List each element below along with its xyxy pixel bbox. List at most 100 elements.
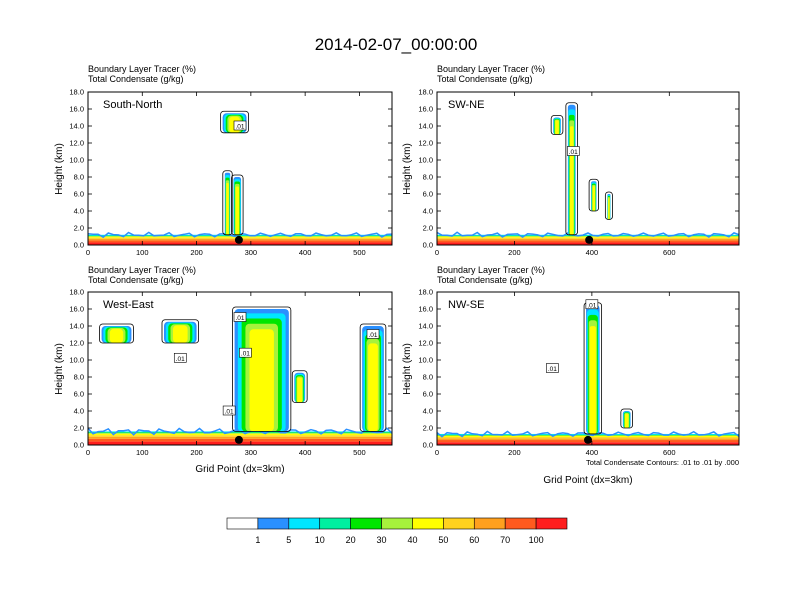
contour-label: .01: [176, 356, 185, 363]
plume-fill: [555, 120, 559, 135]
condensate-contour: [220, 110, 249, 134]
filled-contours: [437, 102, 739, 245]
y-tick-label: 8.0: [423, 373, 433, 382]
colorbar-label: 1: [255, 535, 260, 545]
y-tick-label: 12.0: [69, 339, 84, 348]
y-tick-label: 6.0: [423, 190, 433, 199]
contour-label: .01: [235, 315, 244, 322]
y-axis-label: Height (km): [54, 343, 65, 395]
contour-label: .01: [569, 149, 578, 156]
colorbar-label: 10: [315, 535, 325, 545]
x-tick-label: 200: [508, 248, 521, 257]
plume-fill: [297, 377, 303, 403]
colorbar-swatch: [319, 517, 351, 530]
colorbar: 1 5 10 20 30 40 50 60 70 100: [226, 517, 568, 545]
colorbar-label: 70: [500, 535, 510, 545]
contour-label-box: [173, 352, 187, 363]
panel-nw-se: Boundary Layer Tracer (%) Total Condensa…: [402, 265, 740, 486]
condensate-contour: [291, 370, 308, 403]
x-tick-label: 200: [190, 448, 203, 457]
location-marker: [584, 435, 592, 444]
y-tick-label: 14.0: [69, 322, 84, 331]
colorbar-label: 100: [529, 535, 544, 545]
filled-contours: [437, 302, 739, 445]
condensate-contour: [359, 323, 387, 432]
x-tick-label: 600: [663, 248, 676, 257]
y-tick-label: 16.0: [418, 305, 433, 314]
fill-label: Boundary Layer Tracer (%): [88, 265, 196, 275]
y-tick-label: 8.0: [74, 173, 84, 182]
boundary-layer-edge: [437, 430, 739, 438]
colorbar-swatch: [257, 517, 290, 530]
y-axis-label: Height (km): [402, 143, 413, 195]
line-label: Total Condensate (g/kg): [88, 74, 184, 84]
x-tick-label: 0: [86, 248, 90, 257]
contour-label-box: [546, 363, 559, 373]
colorbar-swatch: [473, 517, 506, 530]
line-label: Total Condensate (g/kg): [437, 74, 533, 84]
y-tick-label: 14.0: [418, 322, 433, 331]
contour-label: .01: [548, 366, 557, 373]
boundary-layer-band: [88, 432, 392, 434]
plot-frame: [87, 91, 393, 246]
location-marker: [234, 435, 243, 444]
x-tick-label: 500: [353, 248, 366, 257]
contour-label-box: [585, 299, 599, 310]
boundary-layer-band: [88, 435, 392, 437]
y-tick-label: 16.0: [69, 105, 84, 114]
x-tick-label: 0: [86, 448, 90, 457]
fill-label: Boundary Layer Tracer (%): [88, 64, 196, 74]
condensate-contour: [588, 178, 599, 212]
plot-area: .01 .01 0.0 2.0 4.0 6.0 8.0 10.0 12.0 14.0 16.0 18.…: [418, 288, 740, 457]
y-tick-label: 12.0: [69, 139, 84, 148]
y-tick-label: 18.0: [69, 88, 84, 97]
condensate-contour: [604, 191, 613, 220]
colorbar-swatch: [412, 517, 444, 530]
boundary-layer-band: [437, 435, 739, 436]
x-tick-label: 300: [245, 448, 258, 457]
plume-fill: [569, 126, 574, 235]
y-tick-label: 16.0: [69, 305, 84, 314]
y-tick-label: 4.0: [423, 407, 433, 416]
plot-area: .01 .01 .01 .01 .01 0.0 2.0 4.0 6.0 8.0 10.0 12.0 14…: [69, 288, 393, 457]
plume-fill: [249, 329, 274, 432]
colorbar-label: 40: [407, 535, 417, 545]
plume-fill: [589, 326, 596, 434]
x-tick-label: 100: [136, 248, 149, 257]
colorbar-label: 30: [377, 535, 387, 545]
panel-label: SW-NE: [448, 99, 484, 111]
plume-fill: [624, 413, 629, 428]
y-tick-label: 8.0: [74, 373, 84, 382]
filled-contours: [88, 110, 392, 245]
panel-west-east: Boundary Layer Tracer (%) Total Condensa…: [54, 265, 393, 475]
x-tick-label: 400: [299, 448, 312, 457]
x-tick-label: 500: [353, 448, 366, 457]
condensate-contour: [222, 170, 233, 236]
contour-label-box: [233, 120, 247, 131]
contour-label: .01: [241, 351, 250, 358]
y-tick-label: 0.0: [423, 441, 433, 450]
condensate-contour: [232, 306, 292, 432]
boundary-layer-edge: [437, 231, 739, 238]
y-tick-label: 6.0: [74, 190, 84, 199]
condensate-contour: [231, 174, 244, 236]
panel-label: West-East: [103, 299, 154, 311]
y-tick-label: 14.0: [69, 122, 84, 131]
plot-frame: [436, 291, 740, 446]
condensate-contour: [565, 102, 579, 236]
colorbar-swatch: [443, 517, 475, 530]
y-tick-label: 4.0: [74, 407, 84, 416]
location-marker: [585, 235, 594, 244]
colorbar-label: 60: [469, 535, 479, 545]
y-tick-label: 2.0: [74, 224, 84, 233]
contour-label: .01: [368, 332, 377, 339]
plume-fill: [172, 325, 188, 343]
colorbar-swatch: [350, 517, 382, 530]
y-axis-label: Height (km): [54, 143, 65, 195]
plot-frame: [436, 91, 740, 246]
filled-contours: [88, 306, 392, 445]
plume-fill: [608, 198, 610, 220]
y-tick-label: 2.0: [423, 424, 433, 433]
y-tick-label: 10.0: [418, 356, 433, 365]
